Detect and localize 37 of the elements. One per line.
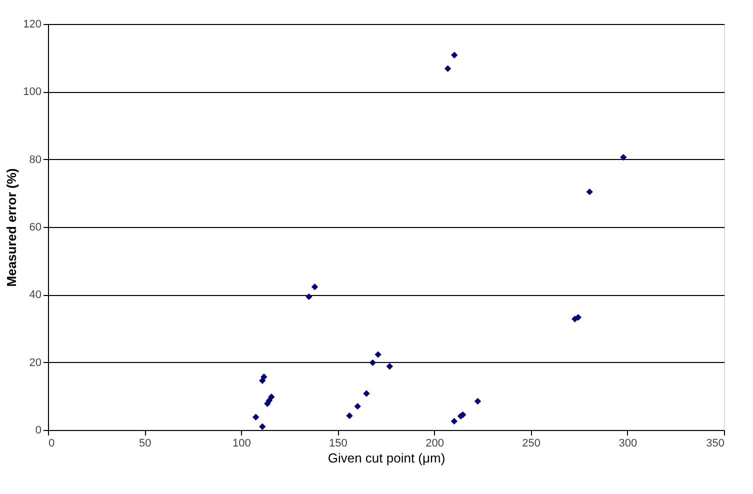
point [369,359,376,366]
y-tick-label: 20 [29,356,42,369]
point [620,154,627,161]
y-tick-label: 100 [23,86,42,98]
y-tick-label: 80 [29,154,42,166]
point [374,351,382,358]
y-tick-label: 0 [35,424,42,436]
y-tick-label: 40 [29,289,42,302]
point [450,418,458,425]
point [260,374,268,380]
point [268,393,275,400]
x-tick-label: 200 [426,438,444,450]
point [444,65,452,72]
x-axis-title: Given cut point (μm) [328,450,446,466]
y-axis-title: Measured error (%) [4,168,20,287]
x-tick-label: 150 [329,438,348,450]
point [574,314,582,321]
x-tick-label: 50 [138,438,152,450]
point [306,293,312,300]
x-tick-label: 250 [522,438,541,450]
y-tick-label: 120 [23,18,42,30]
point [266,397,273,404]
x-tick-label: 0 [48,438,55,450]
point [311,284,318,290]
point [346,412,353,420]
point [354,402,361,410]
x-tick-label: 300 [618,438,638,450]
x-tick-label: 100 [232,438,251,450]
x-tick-label: 350 [706,438,724,450]
point [363,390,370,397]
point [586,188,593,196]
point [474,398,482,405]
point [252,414,260,420]
point [259,423,266,430]
y-tick-label: 60 [29,222,42,234]
point [386,363,394,370]
point [451,52,458,58]
